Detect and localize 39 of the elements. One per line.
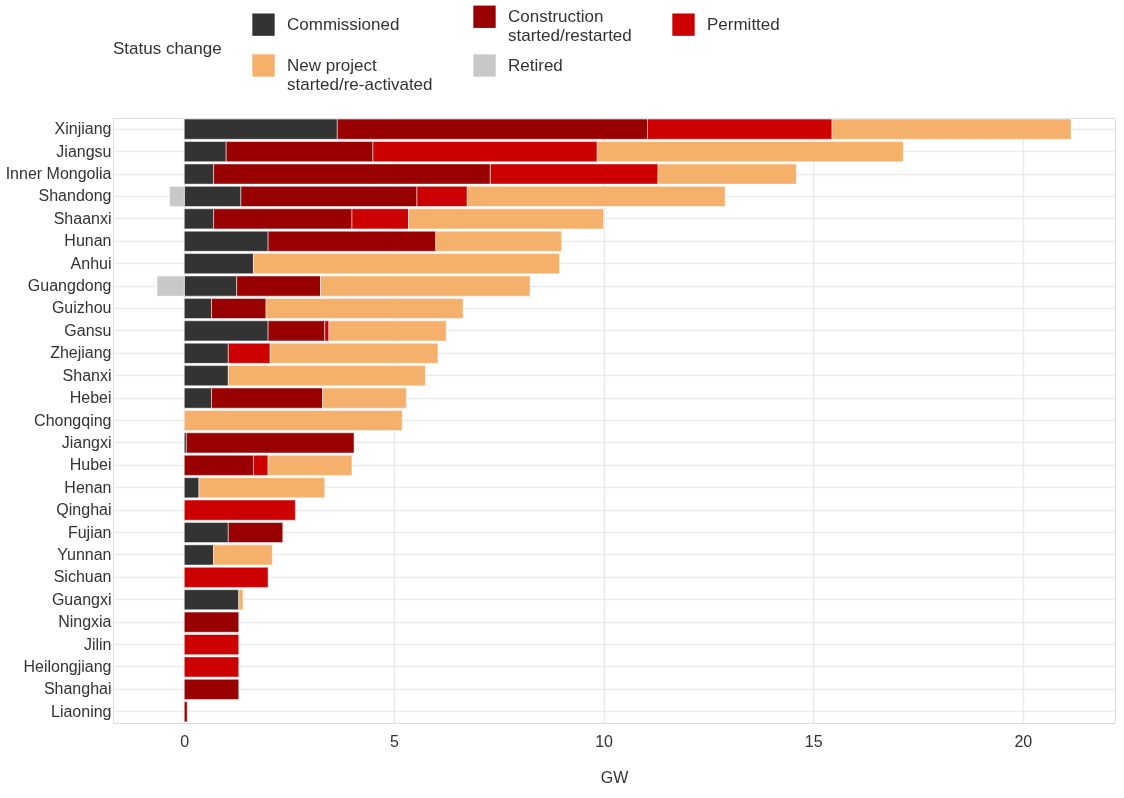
y-tick-label: Anhui [70, 254, 112, 272]
y-tick-label: Hubei [69, 456, 112, 474]
legend-label: Commissioned [287, 14, 400, 34]
y-tick-label: Yunnan [57, 545, 112, 563]
y-tick-label: Shaanxi [53, 209, 112, 227]
y-tick-label: Chongqing [34, 411, 112, 429]
y-tick-label: Xinjiang [54, 120, 112, 138]
legend-label: Permitted [707, 14, 780, 34]
y-tick-label: Shanxi [62, 366, 112, 384]
y-tick-label: Shandong [38, 187, 112, 205]
y-tick-label: Zhejiang [50, 344, 112, 362]
y-tick-label: Sichuan [53, 568, 112, 586]
legend-label: Construction started/restarted [508, 6, 632, 45]
y-tick-label: Hebei [69, 389, 112, 407]
x-axis-title: GW [600, 768, 630, 786]
y-tick-label: Heilongjiang [23, 657, 112, 675]
legend-label: Retired [508, 55, 563, 75]
y-tick-label: Ningxia [58, 613, 112, 631]
y-tick-label: Gansu [64, 321, 112, 339]
y-tick-label: Shanghai [43, 680, 112, 698]
y-tick-label: Hunan [64, 232, 112, 250]
y-tick-label: Jiangxi [61, 433, 112, 451]
x-tick-label: 15 [804, 732, 823, 750]
legend-label: New project started/re-activated [287, 55, 433, 94]
y-tick-label: Jilin [83, 635, 112, 653]
y-tick-label: Qinghai [56, 501, 112, 519]
legend-title: Status change [113, 39, 222, 58]
x-tick-label: 0 [180, 732, 190, 750]
y-tick-label: Inner Mongolia [5, 165, 112, 183]
x-tick-label: 10 [595, 732, 614, 750]
y-tick-label: Guangxi [51, 590, 112, 608]
x-tick-label: 5 [389, 732, 399, 750]
y-tick-label: Henan [64, 478, 112, 496]
x-tick-label: 20 [1014, 732, 1033, 750]
y-tick-label: Liaoning [51, 702, 112, 720]
y-tick-label: Guangdong [27, 277, 112, 295]
y-tick-label: Fujian [67, 523, 112, 541]
y-tick-label: Jiangsu [56, 142, 112, 160]
y-tick-label: Guizhou [51, 299, 112, 317]
